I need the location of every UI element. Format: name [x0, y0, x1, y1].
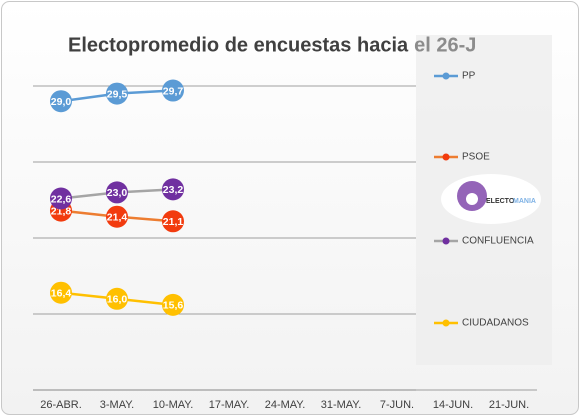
x-tick-label: 14-JUN.: [433, 399, 473, 411]
legend-marker: [442, 319, 450, 327]
legend-label: PP: [462, 71, 476, 82]
data-label: 29,0: [51, 96, 72, 108]
data-label: 21,1: [163, 216, 184, 228]
x-tick-label: 24-MAY.: [265, 399, 306, 411]
data-label: 21,4: [107, 212, 128, 224]
chart-title: Electopromedio de encuestas hacia: [68, 34, 409, 56]
data-label: 16,4: [51, 288, 72, 300]
x-tick-label: 21-JUN.: [489, 399, 529, 411]
data-label: 29,5: [107, 88, 128, 100]
x-tick-label: 31-MAY.: [321, 399, 362, 411]
data-point: [162, 210, 184, 233]
data-point: [50, 90, 72, 113]
x-tick-label: 26-ABR.: [40, 399, 82, 411]
data-point: [50, 187, 72, 210]
legend-label: CONFLUENCIA: [462, 236, 534, 247]
data-point: [162, 79, 184, 102]
legend-label: PSOE: [462, 152, 490, 163]
chart-title-suffix: el 26-J: [414, 34, 476, 56]
data-label: 23,0: [107, 187, 128, 199]
logo-icon: [466, 193, 478, 205]
data-point: [162, 293, 184, 316]
data-point: [106, 287, 128, 310]
data-label: 29,7: [163, 85, 184, 97]
data-point: [106, 205, 128, 228]
x-tick-label: 3-MAY.: [100, 399, 134, 411]
data-point: [162, 178, 184, 201]
x-tick-label: 10-MAY.: [153, 399, 194, 411]
legend-marker: [442, 237, 450, 245]
data-label: 22,6: [51, 193, 72, 205]
x-tick-label: 17-MAY.: [209, 399, 250, 411]
data-point: [106, 181, 128, 204]
data-point: [106, 82, 128, 105]
logo: ELECTO MANIA: [441, 174, 541, 224]
data-point: [50, 281, 72, 304]
logo-text: MANIA: [513, 198, 536, 205]
legend-marker: [442, 72, 450, 80]
data-label: 21,8: [51, 205, 72, 217]
data-label: 23,2: [163, 184, 184, 196]
data-label: 16,0: [107, 294, 128, 306]
x-tick-label: 7-JUN.: [380, 399, 414, 411]
logo-text: ELECTO: [486, 198, 515, 205]
data-label: 15,6: [163, 300, 184, 312]
legend-label: CIUDADANOS: [462, 318, 529, 329]
legend-marker: [442, 153, 450, 161]
